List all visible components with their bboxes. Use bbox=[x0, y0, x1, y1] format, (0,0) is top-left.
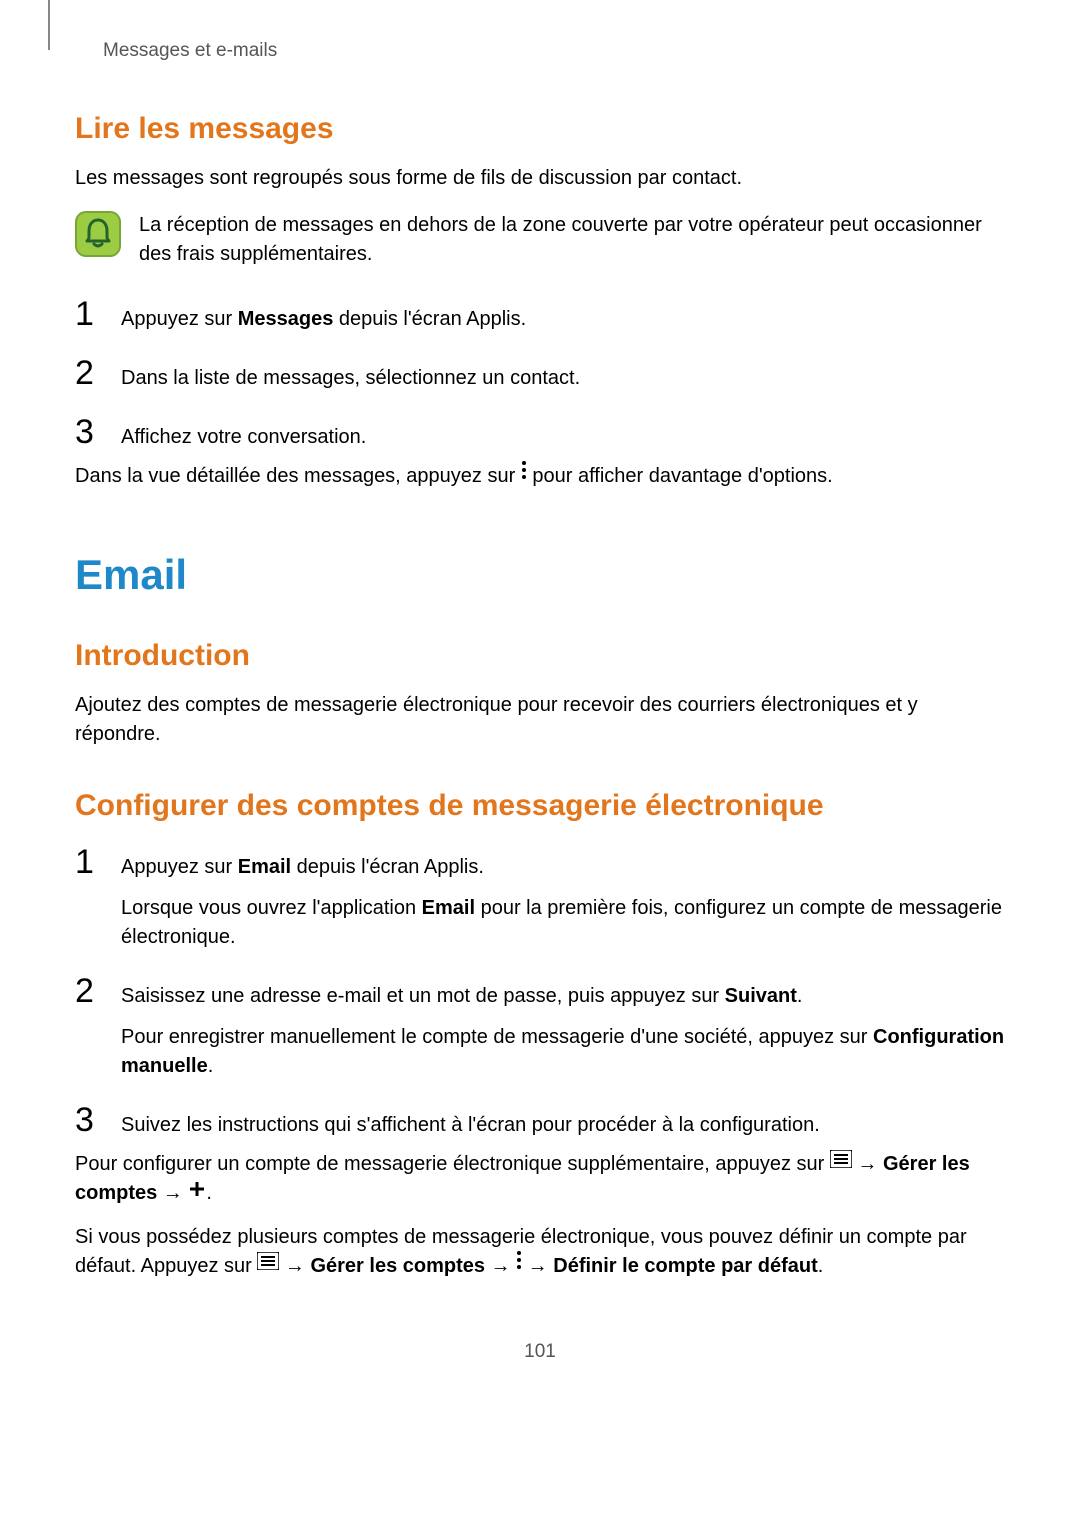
menu-list-icon bbox=[830, 1148, 852, 1177]
bold-text: Définir le compte par défaut bbox=[553, 1255, 818, 1277]
step-number: 1 bbox=[75, 845, 103, 879]
heading-lire-messages: Lire les messages bbox=[75, 112, 1005, 146]
text: → bbox=[485, 1255, 516, 1277]
text: . bbox=[206, 1182, 212, 1204]
text: Affichez votre conversation. bbox=[121, 423, 1005, 452]
note-text: La réception de messages en dehors de la… bbox=[139, 211, 1005, 269]
paragraph: Les messages sont regroupés sous forme d… bbox=[75, 164, 1005, 193]
text: Saisissez une adresse e-mail et un mot d… bbox=[121, 985, 725, 1007]
bold-text: Messages bbox=[238, 308, 334, 330]
breadcrumb: Messages et e-mails bbox=[103, 40, 1005, 62]
bold-text: Email bbox=[238, 856, 291, 878]
text: → bbox=[522, 1255, 553, 1277]
step-1: 1 Appuyez sur Email depuis l'écran Appli… bbox=[75, 845, 1005, 952]
step-1: 1 Appuyez sur Messages depuis l'écran Ap… bbox=[75, 297, 1005, 334]
step-2: 2 Saisissez une adresse e-mail et un mot… bbox=[75, 974, 1005, 1081]
more-options-icon bbox=[521, 460, 527, 489]
text: Appuyez sur bbox=[121, 856, 238, 878]
text: Dans la vue détaillée des messages, appu… bbox=[75, 465, 521, 487]
text: Dans la liste de messages, sélectionnez … bbox=[121, 364, 1005, 393]
bold-text: Email bbox=[422, 897, 475, 919]
more-options-icon bbox=[516, 1250, 522, 1279]
document-page: Messages et e-mails Lire les messages Le… bbox=[0, 0, 1080, 1403]
step-number: 3 bbox=[75, 415, 103, 449]
text: → bbox=[852, 1153, 883, 1175]
bold-text: Gérer les comptes bbox=[310, 1255, 485, 1277]
text: . bbox=[797, 985, 803, 1007]
text: → bbox=[279, 1255, 310, 1277]
page-number: 101 bbox=[75, 1341, 1005, 1363]
bell-note-icon bbox=[75, 211, 121, 257]
step-number: 2 bbox=[75, 356, 103, 390]
step-text: Affichez votre conversation. bbox=[121, 423, 1005, 452]
paragraph: Si vous possédez plusieurs comptes de me… bbox=[75, 1223, 1005, 1281]
paragraph: Ajoutez des comptes de messagerie électr… bbox=[75, 691, 1005, 749]
text: Suivez les instructions qui s'affichent … bbox=[121, 1111, 1005, 1140]
text: depuis l'écran Applis. bbox=[333, 308, 526, 330]
heading-introduction: Introduction bbox=[75, 639, 1005, 673]
step-text: Dans la liste de messages, sélectionnez … bbox=[121, 364, 1005, 393]
text: Lorsque vous ouvrez l'application bbox=[121, 897, 422, 919]
paragraph: Dans la vue détaillée des messages, appu… bbox=[75, 462, 1005, 491]
step-number: 1 bbox=[75, 297, 103, 331]
text: → bbox=[157, 1182, 188, 1204]
text: depuis l'écran Applis. bbox=[291, 856, 484, 878]
step-text: Saisissez une adresse e-mail et un mot d… bbox=[121, 982, 1005, 1081]
text: Appuyez sur bbox=[121, 308, 238, 330]
step-2: 2 Dans la liste de messages, sélectionne… bbox=[75, 356, 1005, 393]
text: . bbox=[208, 1055, 214, 1077]
plus-icon bbox=[188, 1178, 206, 1207]
step-number: 3 bbox=[75, 1103, 103, 1137]
paragraph: Pour configurer un compte de messagerie … bbox=[75, 1150, 1005, 1208]
step-text: Appuyez sur Messages depuis l'écran Appl… bbox=[121, 305, 1005, 334]
step-3: 3 Suivez les instructions qui s'affichen… bbox=[75, 1103, 1005, 1140]
text: pour afficher davantage d'options. bbox=[527, 465, 833, 487]
heading-config: Configurer des comptes de messagerie éle… bbox=[75, 789, 1005, 823]
text: . bbox=[818, 1255, 824, 1277]
bold-text: Suivant bbox=[725, 985, 797, 1007]
step-text: Appuyez sur Email depuis l'écran Applis.… bbox=[121, 853, 1005, 952]
step-number: 2 bbox=[75, 974, 103, 1008]
step-text: Suivez les instructions qui s'affichent … bbox=[121, 1111, 1005, 1140]
step-3: 3 Affichez votre conversation. bbox=[75, 415, 1005, 452]
margin-rule bbox=[48, 0, 50, 50]
text: Pour configurer un compte de messagerie … bbox=[75, 1153, 830, 1175]
menu-list-icon bbox=[257, 1250, 279, 1279]
text: Pour enregistrer manuellement le compte … bbox=[121, 1026, 873, 1048]
heading-email: Email bbox=[75, 551, 1005, 599]
note-block: La réception de messages en dehors de la… bbox=[75, 211, 1005, 269]
